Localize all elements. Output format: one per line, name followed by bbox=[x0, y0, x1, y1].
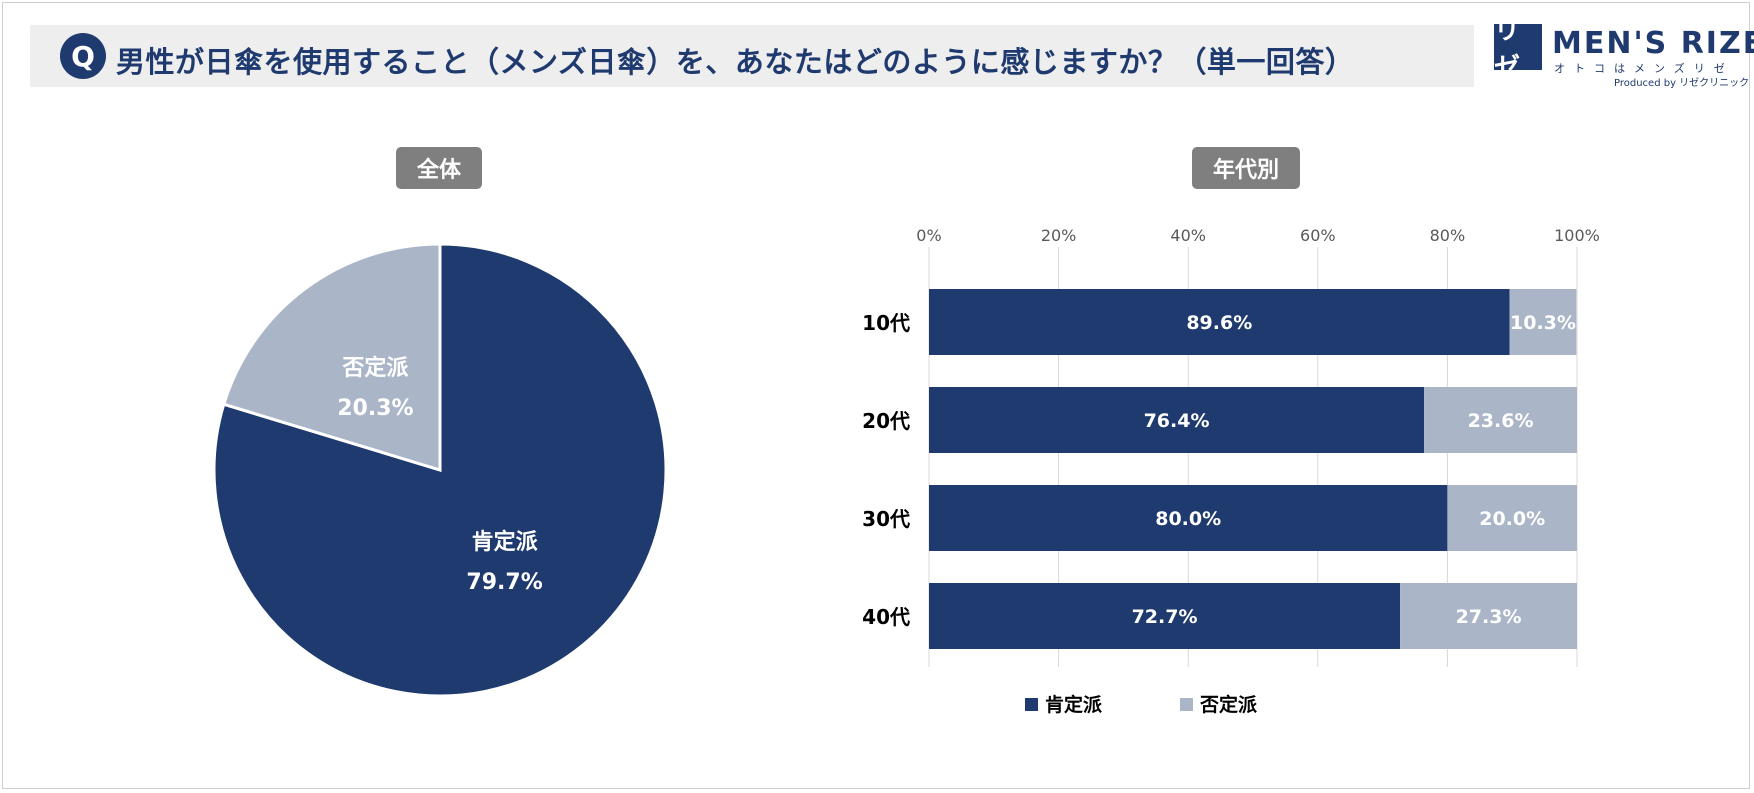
bar-segment-positive bbox=[929, 387, 1425, 453]
brand-logo: リゼ MEN'S RIZE オトコはメンズリゼ Produced by リゼクリ… bbox=[1494, 16, 1754, 90]
x-tick-label: 0% bbox=[916, 226, 941, 245]
bar-segment-negative bbox=[1509, 289, 1577, 355]
bar-segment-negative bbox=[1424, 387, 1577, 453]
bar-data-label: 23.6% bbox=[1468, 410, 1534, 432]
bar-data-label: 89.6% bbox=[1186, 312, 1252, 334]
category-label: 40代 bbox=[862, 605, 910, 629]
bar-segment-positive bbox=[929, 583, 1401, 649]
bar-segment-negative bbox=[1447, 485, 1577, 551]
logo-tagline: オトコはメンズリゼ bbox=[1554, 62, 1734, 75]
category-label: 20代 bbox=[862, 409, 910, 433]
x-tick-label: 100% bbox=[1554, 226, 1600, 245]
bar-data-label: 80.0% bbox=[1155, 508, 1221, 530]
x-tick-label: 80% bbox=[1430, 226, 1466, 245]
legend-swatch bbox=[1025, 698, 1038, 711]
pie-chart: 肯定派 79.7% 否定派 20.3% bbox=[212, 242, 668, 698]
pie-slice-label: 否定派 bbox=[341, 355, 408, 381]
pie-slice-negative bbox=[221, 242, 442, 473]
logo-name: MEN'S RIZE bbox=[1552, 26, 1754, 61]
x-tick-label: 40% bbox=[1170, 226, 1206, 245]
bar-data-label: 20.0% bbox=[1479, 508, 1545, 530]
bar-data-label: 10.3% bbox=[1510, 312, 1576, 334]
bar-segment-positive bbox=[929, 485, 1448, 551]
x-tick-label: 60% bbox=[1300, 226, 1336, 245]
category-label: 10代 bbox=[862, 311, 910, 335]
legend-label: 否定派 bbox=[1199, 693, 1258, 716]
bar-data-label: 27.3% bbox=[1456, 606, 1522, 628]
question-text: 男性が日傘を使用すること（メンズ日傘）を、あなたはどのように感じますか？（単一回… bbox=[116, 45, 1355, 79]
bar-segment-positive bbox=[929, 289, 1510, 355]
bar-segment-negative bbox=[1400, 583, 1577, 649]
logo-credit: Produced by リゼクリニック bbox=[1614, 78, 1750, 89]
question-banner: Q 男性が日傘を使用すること（メンズ日傘）を、あなたはどのように感じますか？（単… bbox=[30, 25, 1474, 87]
pie-slice-value: 20.3% bbox=[337, 396, 413, 421]
legend-swatch bbox=[1180, 698, 1193, 711]
x-tick-label: 20% bbox=[1041, 226, 1077, 245]
bar-chart-title: 年代別 bbox=[1192, 147, 1300, 189]
bar-data-label: 72.7% bbox=[1132, 606, 1198, 628]
pie-chart-title: 全体 bbox=[396, 147, 482, 189]
logo-mark: リゼ bbox=[1494, 16, 1542, 83]
bar-data-label: 76.4% bbox=[1144, 410, 1210, 432]
pie-slice-label: 肯定派 bbox=[472, 529, 538, 555]
category-label: 30代 bbox=[862, 507, 910, 531]
q-badge: Q bbox=[60, 33, 106, 79]
pie-slice-value: 79.7% bbox=[466, 570, 542, 595]
legend-label: 肯定派 bbox=[1045, 693, 1103, 716]
bar-chart: 0% 20% 40% 60% 80% 100% 10代 89.6% 10.3% 20代 76.4% 2… bbox=[862, 226, 1600, 716]
